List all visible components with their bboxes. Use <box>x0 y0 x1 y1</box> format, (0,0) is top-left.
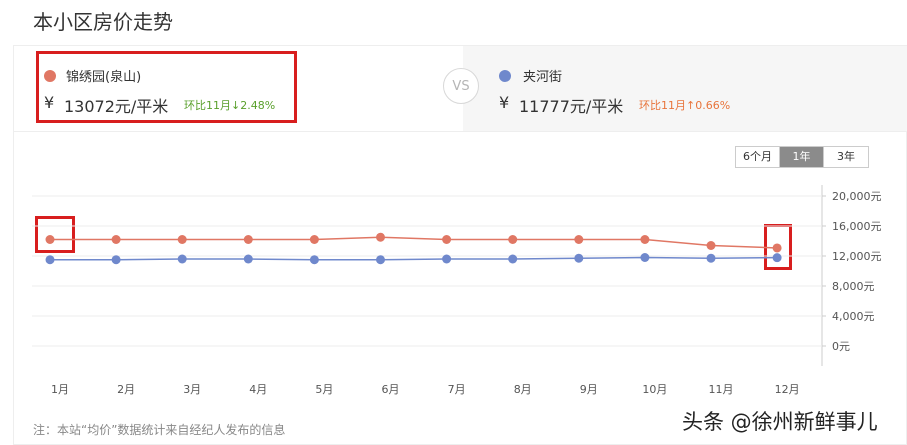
data-point-1 <box>772 243 782 253</box>
data-point-1 <box>243 235 253 244</box>
x-tick-label: 2月 <box>117 383 135 396</box>
data-point-1 <box>640 235 650 244</box>
community-name-right: 夹河街 <box>523 70 563 85</box>
community-name-left: 锦绣园(泉山) <box>66 70 142 85</box>
data-point-2 <box>574 253 584 263</box>
data-point-2 <box>111 255 121 265</box>
y-axis-ticks: 0元 4,000元 8,000元 12,000元 16,000元 20,000元 <box>832 190 882 353</box>
price-right: 11777元/平米 <box>519 97 624 116</box>
data-point-1 <box>508 235 518 244</box>
data-point-1 <box>442 235 452 244</box>
x-tick-label: 3月 <box>183 383 201 396</box>
ratio-left: 环比11月↓2.48% <box>184 99 276 112</box>
tab-3-years[interactable]: 3年 <box>837 150 855 163</box>
divider <box>14 131 907 132</box>
data-point-1 <box>376 232 385 242</box>
range-tabs: 6个月 1年 3年 <box>735 146 869 168</box>
x-tick-label: 11月 <box>709 383 734 396</box>
data-point-1 <box>177 235 187 244</box>
x-tick-label: 6月 <box>382 383 400 396</box>
data-point-2 <box>243 254 253 264</box>
compare-right-card[interactable]: 夹河街 ¥ 11777元/平米 环比11月↑0.66% <box>463 46 907 131</box>
y-tick-label: 12,000元 <box>832 250 882 263</box>
data-point-2 <box>177 254 187 264</box>
series-line-1 <box>50 236 778 249</box>
data-point-1 <box>706 241 716 250</box>
price-left: 13072元/平米 <box>64 97 169 116</box>
chart-grid <box>32 185 826 366</box>
tab-1-year[interactable]: 1年 <box>780 147 824 167</box>
page-title: 本小区房价走势 <box>33 10 173 34</box>
data-point-2 <box>508 254 518 264</box>
series-dot-right <box>499 70 511 82</box>
data-point-1 <box>574 235 584 244</box>
x-axis-ticks: 1月 2月 3月 4月 5月 6月 7月 8月 9月 10月 11月 12月 <box>51 383 800 396</box>
footnote: 注：本站“均价”数据统计来自经纪人发布的信息 <box>33 423 286 437</box>
x-tick-label: 8月 <box>514 383 532 396</box>
x-tick-label: 5月 <box>315 383 333 396</box>
data-point-2 <box>442 254 452 264</box>
data-point-1 <box>45 235 55 244</box>
data-point-2 <box>640 253 650 262</box>
x-tick-label: 7月 <box>448 383 466 396</box>
data-point-2 <box>376 255 385 265</box>
y-tick-label: 16,000元 <box>832 220 882 233</box>
highlight-box-price <box>36 51 297 123</box>
data-point-2 <box>309 255 319 265</box>
series-line-2 <box>50 256 778 261</box>
vs-badge: VS <box>443 68 479 104</box>
y-tick-label: 4,000元 <box>832 310 875 323</box>
x-tick-label: 9月 <box>580 383 598 396</box>
y-tick-label: 20,000元 <box>832 190 882 203</box>
x-tick-label: 1月 <box>51 383 69 396</box>
series-dot-left <box>44 70 56 82</box>
x-tick-label: 12月 <box>775 383 800 396</box>
chart-points <box>45 232 782 265</box>
data-point-2 <box>45 255 55 265</box>
currency-left: ¥ <box>44 93 55 112</box>
ratio-right: 环比11月↑0.66% <box>639 99 731 112</box>
watermark: 头条 @徐州新鲜事儿 <box>682 410 878 434</box>
x-tick-label: 4月 <box>249 383 267 396</box>
price-trend-panel: 锦绣园(泉山) ¥ 13072元/平米 环比11月↓2.48% 夹河街 ¥ 11… <box>13 45 907 445</box>
y-tick-label: 0元 <box>832 340 850 353</box>
data-point-1 <box>111 235 121 244</box>
x-tick-label: 10月 <box>642 383 667 396</box>
compare-left-card[interactable]: 锦绣园(泉山) ¥ 13072元/平米 环比11月↓2.48% <box>14 46 463 131</box>
y-tick-label: 8,000元 <box>832 280 875 293</box>
price-trend-chart: 0元 4,000元 8,000元 12,000元 16,000元 20,000元 1月 2月… <box>32 185 882 396</box>
highlight-box-jan <box>35 216 75 253</box>
tab-6-months[interactable]: 6个月 <box>736 147 780 167</box>
data-point-2 <box>772 253 782 263</box>
data-point-2 <box>706 253 716 263</box>
currency-right: ¥ <box>499 93 510 112</box>
data-point-1 <box>309 235 319 244</box>
chart-lines <box>50 236 778 261</box>
